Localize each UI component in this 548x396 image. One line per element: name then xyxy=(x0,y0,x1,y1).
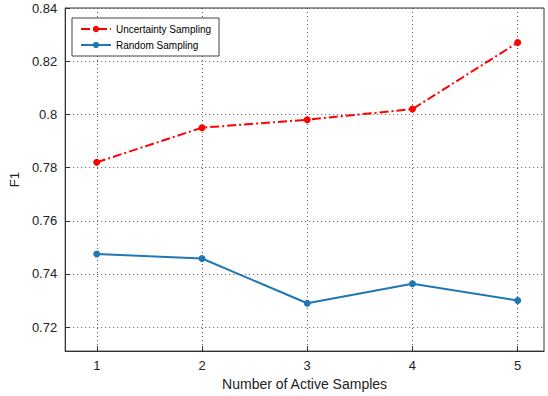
svg-text:0.82: 0.82 xyxy=(32,54,57,69)
svg-text:Number of Active Samples: Number of Active Samples xyxy=(222,376,387,392)
svg-text:0.74: 0.74 xyxy=(32,266,57,281)
svg-text:0.72: 0.72 xyxy=(32,320,57,335)
svg-text:2: 2 xyxy=(198,358,205,373)
svg-text:0.76: 0.76 xyxy=(32,213,57,228)
svg-text:3: 3 xyxy=(304,358,311,373)
svg-text:Random Sampling: Random Sampling xyxy=(116,40,198,51)
svg-text:Uncertainty Sampling: Uncertainty Sampling xyxy=(116,24,211,35)
svg-text:0.8: 0.8 xyxy=(39,107,57,122)
svg-text:1: 1 xyxy=(93,358,100,373)
svg-text:4: 4 xyxy=(409,358,416,373)
svg-text:5: 5 xyxy=(514,358,521,373)
svg-text:0.84: 0.84 xyxy=(32,1,57,16)
svg-text:0.78: 0.78 xyxy=(32,160,57,175)
svg-text:F1: F1 xyxy=(7,172,22,187)
